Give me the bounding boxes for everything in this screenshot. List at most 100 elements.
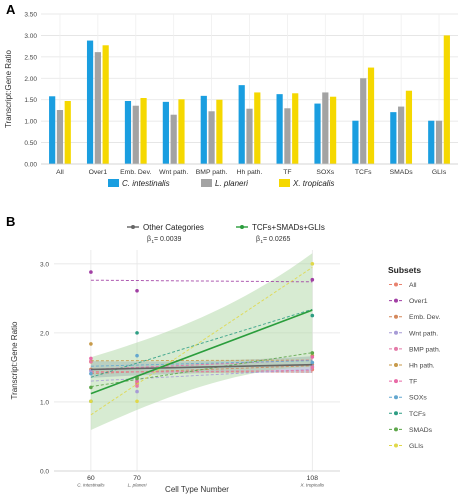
subset-point <box>135 288 139 293</box>
subset-point <box>135 331 139 335</box>
subset-fit-line <box>90 360 313 367</box>
bar <box>352 120 359 164</box>
subset-point <box>89 385 93 390</box>
scatter-chart-panel-b: 0.0 1.0 2.0 3.0 60C. intestinalis 70L. planer… <box>10 223 441 494</box>
x-axis-title: Cell Type Number <box>165 485 229 494</box>
beta-subscript: 1 <box>261 239 264 244</box>
subset-legend-marker <box>394 314 398 319</box>
x-tick-label: TCFs <box>355 169 372 176</box>
bar <box>238 85 245 164</box>
top-legend-marker <box>131 225 135 229</box>
subset-point <box>135 389 139 394</box>
legend-label: C. intestinalis <box>122 179 170 188</box>
bar <box>94 52 101 165</box>
y-tick-label: 0.00 <box>24 162 37 169</box>
x-tick-sublabel: X. tropicalis <box>299 483 324 488</box>
bar <box>102 45 109 164</box>
bar <box>367 67 375 164</box>
bar <box>86 40 94 165</box>
legend-label: L. planeri <box>215 179 248 188</box>
subset-point <box>310 313 315 318</box>
bar <box>276 94 283 164</box>
y-tick-label: 3.50 <box>24 12 37 19</box>
subset-legend-marker <box>394 395 398 400</box>
beta-subscript: 1 <box>152 239 155 244</box>
subset-point <box>135 399 139 404</box>
subset-legend-marker <box>394 282 398 287</box>
legend-swatch <box>279 179 290 187</box>
legend-swatch <box>108 179 119 187</box>
bar <box>254 92 261 164</box>
bar <box>322 92 329 164</box>
bar <box>49 96 56 164</box>
bar <box>170 114 177 164</box>
subset-legend-marker <box>394 330 398 335</box>
bar <box>208 111 215 164</box>
x-tick-label: 108 <box>307 475 319 482</box>
top-legend-label: TCFs+SMADs+GLIs <box>252 223 325 232</box>
y-tick-label: 0.0 <box>40 469 49 476</box>
subset-legend-marker <box>394 411 398 416</box>
subset-point <box>135 353 139 358</box>
bar <box>284 108 291 164</box>
y-tick-label: 2.0 <box>40 330 49 337</box>
top-legend-marker <box>240 225 244 229</box>
x-tick-label: 60 <box>87 475 95 482</box>
x-tick-label: SOXs <box>316 169 334 176</box>
bar <box>124 101 132 164</box>
bar <box>390 112 397 164</box>
subset-point <box>89 342 93 346</box>
bar <box>200 95 207 164</box>
y-tick-label: 1.50 <box>24 97 37 104</box>
subset-legend-marker <box>394 443 398 448</box>
subset-legend-label: SOXs <box>409 395 427 402</box>
subset-point <box>89 356 93 361</box>
y-tick-label: 2.50 <box>24 54 37 61</box>
bar <box>314 103 321 164</box>
x-tick-label: GLIs <box>432 169 447 176</box>
bar <box>443 35 450 164</box>
panel-a-label: A <box>6 2 16 17</box>
bar <box>292 93 299 164</box>
subset-fit-line <box>90 279 313 283</box>
subset-legend-marker <box>394 427 398 432</box>
subset-fit-line <box>90 359 313 362</box>
panel-b-label: B <box>6 214 15 229</box>
bar <box>428 120 435 164</box>
x-tick-label: Emb. Dev. <box>120 169 151 176</box>
subset-legend-marker <box>394 379 398 384</box>
subset-legend-label: TF <box>409 379 417 386</box>
subset-fit-line <box>90 308 313 378</box>
subset-legend-marker <box>394 346 398 351</box>
y-tick-label: 3.0 <box>40 261 49 268</box>
beta-value: = 0.0039 <box>154 236 182 243</box>
subsets-legend-title: Subsets <box>388 265 421 275</box>
subset-point <box>135 384 139 388</box>
y-tick-label: 0.50 <box>24 140 37 147</box>
subset-fit-line <box>90 352 313 388</box>
subset-legend-label: SMADs <box>409 427 433 434</box>
y-tick-label: 1.00 <box>24 119 37 126</box>
y-tick-label: 1.0 <box>40 399 49 406</box>
bar <box>360 78 367 164</box>
subset-fit-line <box>90 359 313 370</box>
subset-legend-label: TCFs <box>409 411 426 418</box>
bar <box>405 90 413 164</box>
subset-point <box>310 262 315 266</box>
subset-fit-line <box>90 369 313 373</box>
subset-legend-label: Over1 <box>409 298 428 305</box>
subset-fit-line <box>90 266 313 416</box>
x-tick-label: All <box>56 169 64 176</box>
subset-point <box>135 379 139 384</box>
subset-legend-marker <box>394 363 398 367</box>
y-tick-label: 3.00 <box>24 33 37 40</box>
beta-symbol: β <box>147 236 151 243</box>
x-tick-label: BMP path. <box>196 169 228 176</box>
x-tick-label: Wnt path. <box>159 169 188 176</box>
x-tick-label: SMADs <box>390 169 414 176</box>
bar <box>132 105 139 164</box>
bar <box>398 106 405 164</box>
subset-point <box>310 355 315 359</box>
top-legend-label: Other Categories <box>143 223 204 232</box>
